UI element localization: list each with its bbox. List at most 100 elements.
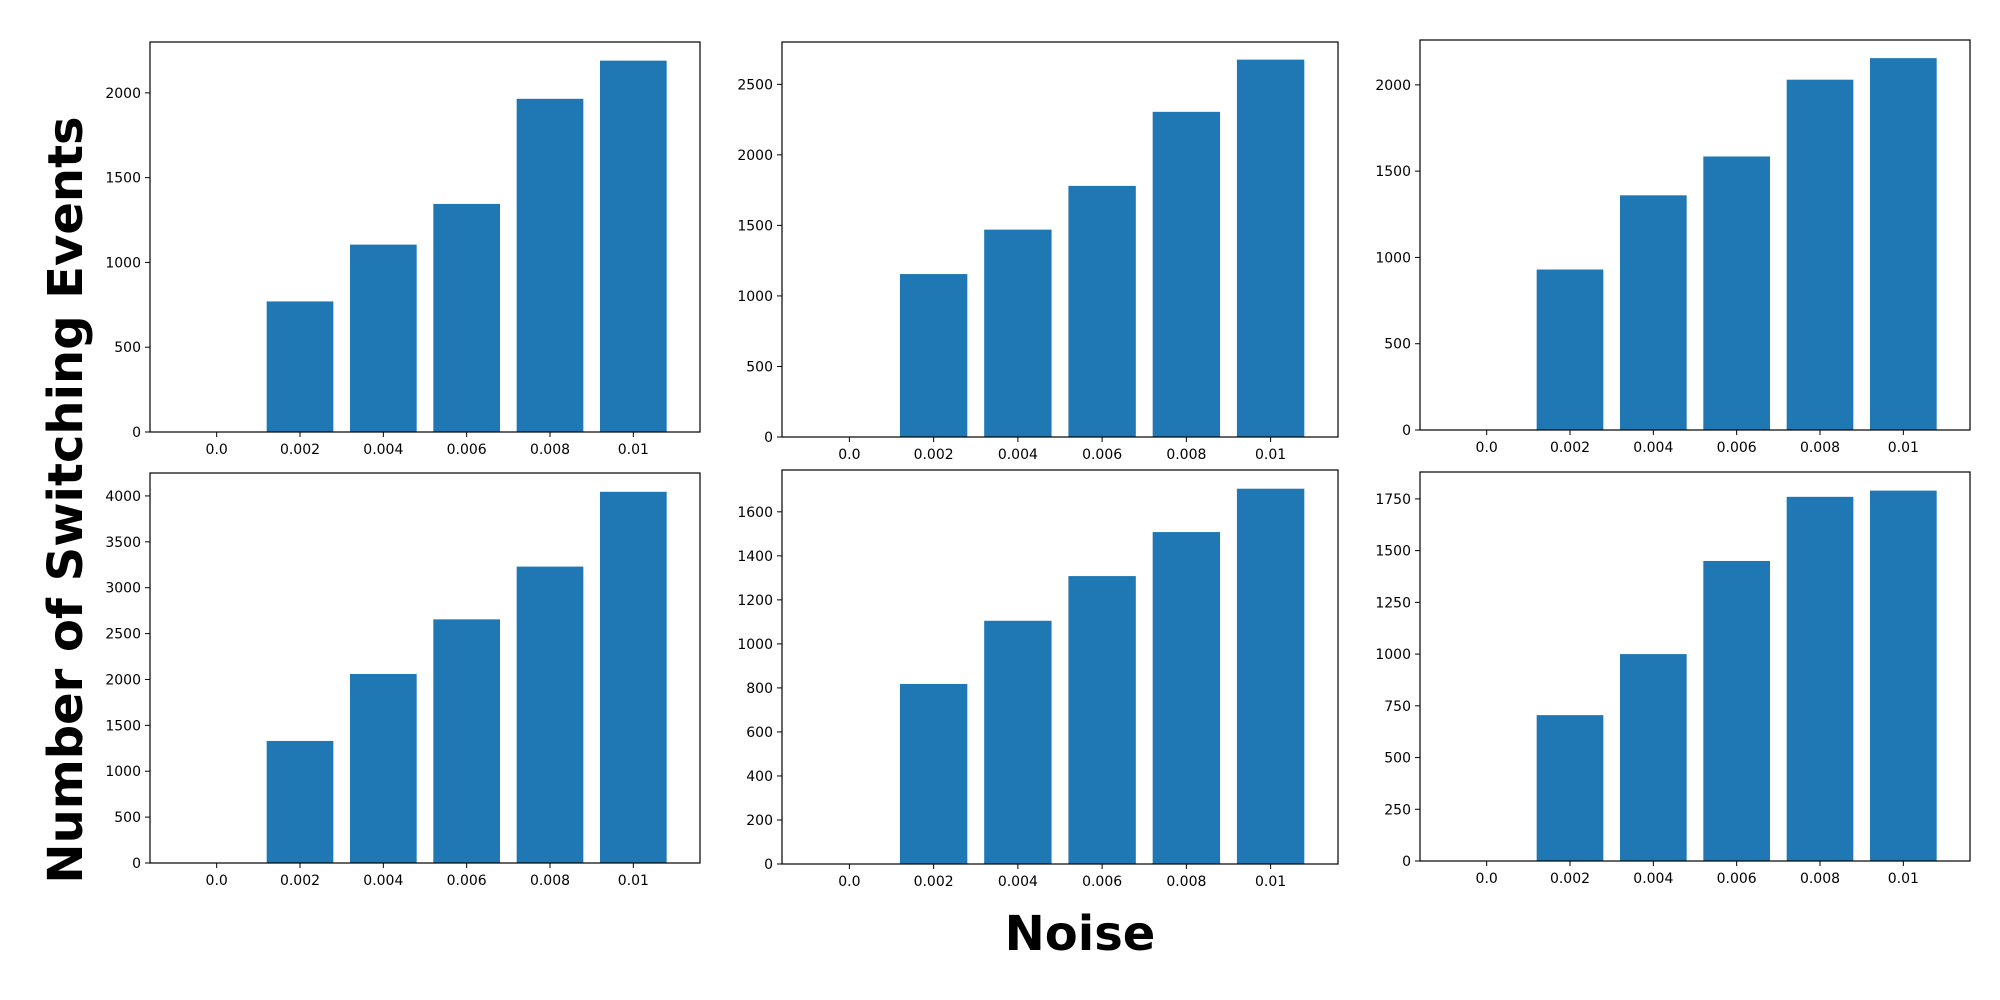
x-tick-label: 0.01 (618, 873, 649, 889)
y-tick-label: 1500 (737, 218, 773, 234)
y-tick-label: 1000 (1375, 647, 1411, 663)
bar-0.004 (984, 620, 1052, 864)
y-tick-label: 2000 (1375, 78, 1411, 94)
bar-chart-6: 0.0 0.002 0.004 0.006 0.008 0.01 0 250 500 750 100… (1375, 471, 1971, 887)
x-tick-label: 0.002 (1550, 871, 1590, 887)
bar-0.006 (1068, 185, 1136, 437)
y-tick-label: 2500 (105, 627, 141, 643)
x-tick-label: 0.002 (914, 874, 954, 890)
x-tick-label: 0.006 (1082, 874, 1122, 890)
x-tick-label: 0.008 (530, 873, 570, 889)
y-tick-label: 0 (764, 430, 773, 446)
bar-0.004 (350, 244, 417, 432)
y-tick-label: 0 (764, 857, 773, 873)
bar-0.002 (266, 301, 334, 432)
y-tick-label: 1750 (1375, 492, 1411, 508)
bar-chart-4: 0.0 0.002 0.004 0.006 0.008 0.01 0 500 1000 1500 2… (105, 472, 701, 889)
bar-0.004 (350, 673, 417, 863)
x-tick-label: 0.006 (447, 442, 487, 458)
bar-0.008 (1152, 532, 1221, 864)
x-tick-label: 0.01 (618, 442, 649, 458)
x-tick-label: 0.004 (998, 447, 1038, 463)
y-tick-label: 0 (132, 425, 141, 441)
x-tick-label: 0.006 (1082, 447, 1122, 463)
y-tick-label: 3500 (105, 535, 141, 551)
x-tick-label: 0.0 (1476, 440, 1498, 456)
bar-0.01 (1870, 58, 1937, 431)
plot-frame (1419, 471, 1971, 862)
x-tick-label: 0.004 (1633, 871, 1673, 887)
y-tick-label: 1000 (1375, 250, 1411, 266)
bar-0.002 (1536, 269, 1604, 430)
y-tick-label: 2000 (105, 86, 141, 102)
y-tick-label: 2000 (105, 672, 141, 688)
plot-frame (1419, 39, 1971, 431)
x-tick-label: 0.004 (363, 442, 403, 458)
y-tick-label: 1600 (737, 505, 773, 521)
y-tick-label: 0 (132, 856, 141, 872)
y-tick-label: 500 (114, 810, 141, 826)
bar-0.008 (1786, 79, 1854, 430)
y-tick-label: 1500 (1375, 164, 1411, 180)
y-tick-label: 750 (1384, 699, 1411, 715)
shared-y-axis-label: Number of Switching Events (38, 116, 94, 883)
bar-0.01 (1236, 59, 1305, 437)
bar-0.004 (1620, 195, 1687, 430)
bar-0.006 (1703, 560, 1770, 861)
plot-frame (149, 41, 701, 433)
y-tick-label: 3000 (105, 581, 141, 597)
panels: 0.0 0.002 0.004 0.006 0.008 0.01 0 500 1000 1500 2… (105, 39, 1971, 890)
y-tick-label: 600 (746, 725, 773, 741)
x-tick-label: 0.008 (1800, 440, 1840, 456)
x-tick-label: 0.004 (363, 873, 403, 889)
y-tick-label: 2000 (737, 148, 773, 164)
y-tick-label: 500 (1384, 751, 1411, 767)
x-tick-label: 0.0 (206, 442, 228, 458)
y-tick-label: 250 (1384, 802, 1411, 818)
x-tick-label: 0.0 (206, 873, 228, 889)
y-tick-label: 1500 (1375, 544, 1411, 560)
x-tick-label: 0.006 (1717, 440, 1757, 456)
y-tick-label: 500 (114, 340, 141, 356)
y-tick-label: 500 (1384, 337, 1411, 353)
y-tick-label: 1500 (105, 718, 141, 734)
y-tick-label: 0 (1402, 423, 1411, 439)
x-tick-label: 0.01 (1888, 871, 1919, 887)
plot-frame (781, 41, 1339, 438)
bar-0.004 (984, 229, 1052, 438)
y-tick-label: 200 (746, 813, 773, 829)
y-tick-label: 800 (746, 681, 773, 697)
bar-0.004 (1620, 654, 1687, 861)
shared-x-axis-label: Noise (1005, 906, 1156, 962)
y-tick-label: 1400 (737, 549, 773, 565)
bar-0.008 (516, 98, 584, 433)
x-tick-label: 0.01 (1888, 440, 1919, 456)
plot-frame (149, 472, 701, 864)
x-tick-label: 0.01 (1255, 874, 1286, 890)
bar-0.002 (899, 274, 968, 437)
bar-0.008 (1786, 496, 1854, 861)
x-tick-label: 0.01 (1255, 447, 1286, 463)
x-tick-label: 0.002 (280, 442, 320, 458)
bar-0.006 (1068, 576, 1136, 864)
y-tick-label: 1000 (105, 764, 141, 780)
x-tick-label: 0.0 (838, 874, 860, 890)
bar-chart-1: 0.0 0.002 0.004 0.006 0.008 0.01 0 500 1000 1500 2… (105, 41, 701, 458)
bar-0.008 (516, 566, 584, 863)
x-tick-label: 0.0 (838, 447, 860, 463)
bar-0.006 (433, 619, 500, 863)
bar-chart-2: 0.0 0.002 0.004 0.006 0.008 0.01 0 500 1000 1500 2… (737, 41, 1339, 463)
y-tick-label: 1000 (737, 289, 773, 305)
x-tick-label: 0.006 (447, 873, 487, 889)
y-tick-label: 1000 (737, 637, 773, 653)
y-tick-label: 1000 (105, 255, 141, 271)
x-tick-label: 0.006 (1717, 871, 1757, 887)
y-tick-label: 2500 (737, 77, 773, 93)
bar-0.01 (1870, 490, 1937, 861)
bar-0.006 (1703, 156, 1770, 431)
bar-0.008 (1152, 111, 1221, 437)
x-tick-label: 0.008 (1166, 447, 1206, 463)
y-tick-label: 1200 (737, 593, 773, 609)
y-tick-label: 0 (1402, 854, 1411, 870)
